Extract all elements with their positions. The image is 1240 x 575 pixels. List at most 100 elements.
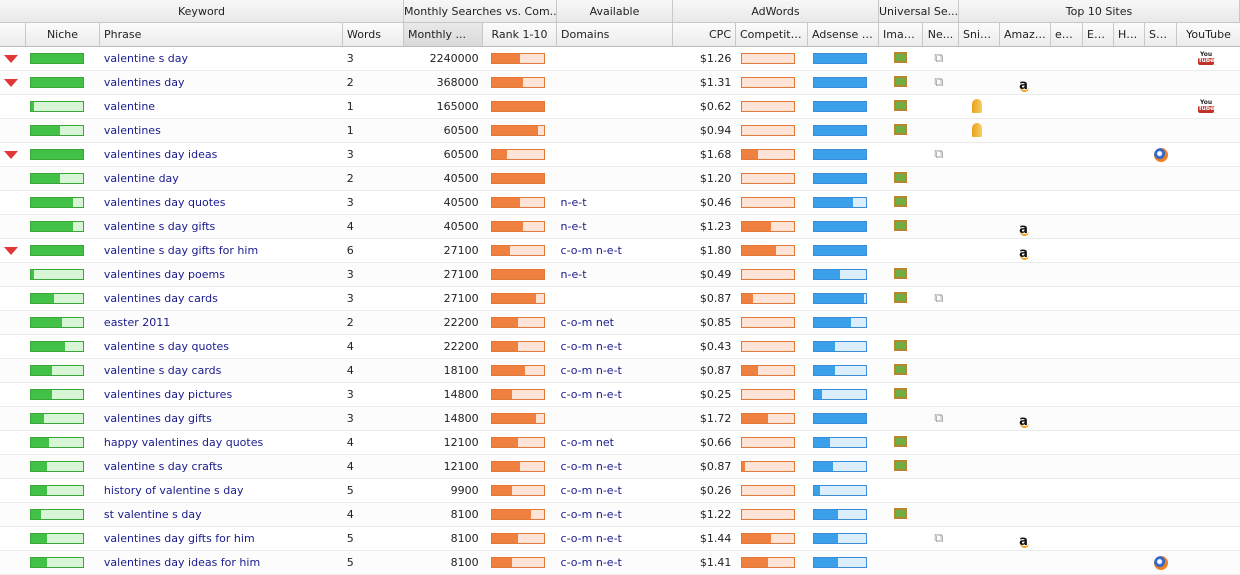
table-row[interactable]: valentines day quotes 3 40500 n-e-t $0.46 <box>0 191 1240 215</box>
phrase-cell[interactable]: valentines day poems <box>103 268 225 281</box>
table-row[interactable]: valentine s day gifts for him 6 27100 c-o-m… <box>0 239 1240 263</box>
image-icon[interactable] <box>894 172 908 183</box>
image-icon[interactable] <box>894 196 908 207</box>
group-adwords[interactable]: AdWords <box>673 0 879 23</box>
image-icon[interactable] <box>894 340 908 351</box>
amazon-icon[interactable]: a <box>1019 74 1029 94</box>
phrase-cell[interactable]: happy valentines day quotes <box>103 436 264 449</box>
table-row[interactable]: happy valentines day quotes 4 12100 c-o-m n… <box>0 431 1240 455</box>
paperclip-icon[interactable]: ⧉ <box>934 291 944 306</box>
group-monthly-searches[interactable]: Monthly Searches vs. Com... <box>404 0 557 23</box>
image-icon[interactable] <box>894 124 908 135</box>
table-row[interactable]: valentines day ideas 3 60500 $1.68 ⧉ <box>0 143 1240 167</box>
image-icon[interactable] <box>894 364 908 375</box>
phrase-cell[interactable]: st valentine s day <box>103 508 202 521</box>
table-row[interactable]: valentine s day gifts 4 40500 n-e-t $1.23 a <box>0 215 1240 239</box>
image-icon[interactable] <box>894 220 908 231</box>
phrase-cell[interactable]: valentine s day cards <box>103 364 222 377</box>
phrase-cell[interactable]: easter 2011 <box>103 316 171 329</box>
group-keyword[interactable]: Keyword <box>0 0 404 23</box>
table-row[interactable]: valentine 1 165000 $0.62 You Tube <box>0 95 1240 119</box>
col-monthly[interactable]: Monthly ... <box>404 23 483 47</box>
image-icon[interactable] <box>894 460 908 471</box>
phrase-cell[interactable]: valentine <box>103 100 156 113</box>
image-icon[interactable] <box>894 292 908 303</box>
sniper-icon[interactable] <box>972 99 983 113</box>
table-row[interactable]: st valentine s day 4 8100 c-o-m n-e-t $1.22 <box>0 503 1240 527</box>
col-news[interactable]: Ne... <box>923 23 959 47</box>
table-row[interactable]: valentine s day 3 2240000 $1.26 ⧉ You Tube <box>0 47 1240 71</box>
phrase-cell[interactable]: valentines day ideas <box>103 148 218 161</box>
table-row[interactable]: valentines day cards 3 27100 $0.87 ⧉ <box>0 287 1240 311</box>
phrase-cell[interactable]: valentines day ideas for him <box>103 556 261 569</box>
col-images[interactable]: Images <box>879 23 923 47</box>
amazon-icon[interactable]: a <box>1019 218 1029 238</box>
table-row[interactable]: valentine s day cards 4 18100 c-o-m n-e-t $0… <box>0 359 1240 383</box>
amazon-icon[interactable]: a <box>1019 242 1029 262</box>
phrase-cell[interactable]: valentine s day <box>103 52 189 65</box>
gem-icon[interactable] <box>4 55 18 63</box>
paperclip-icon[interactable]: ⧉ <box>934 147 944 162</box>
phrase-cell[interactable]: valentines day <box>103 76 185 89</box>
phrase-cell[interactable]: valentines day cards <box>103 292 218 305</box>
phrase-cell[interactable]: valentine day <box>103 172 179 185</box>
table-row[interactable]: valentines day poems 3 27100 n-e-t $0.49 <box>0 263 1240 287</box>
image-icon[interactable] <box>894 436 908 447</box>
group-top10-sites[interactable]: Top 10 Sites <box>959 0 1240 23</box>
col-ezine[interactable]: Ez... <box>1083 23 1114 47</box>
paperclip-icon[interactable]: ⧉ <box>934 411 944 426</box>
paperclip-icon[interactable]: ⧉ <box>934 531 944 546</box>
image-icon[interactable] <box>894 52 908 63</box>
col-ebay[interactable]: eB... <box>1051 23 1083 47</box>
image-icon[interactable] <box>894 100 908 111</box>
col-domains[interactable]: Domains <box>557 23 673 47</box>
col-niche[interactable]: Niche <box>26 23 100 47</box>
gem-icon[interactable] <box>4 247 18 255</box>
col-competition[interactable]: Competition <box>736 23 808 47</box>
table-row[interactable]: valentine s day crafts 4 12100 c-o-m n-e-t $… <box>0 455 1240 479</box>
col-phrase[interactable]: Phrase <box>100 23 343 47</box>
col-cpc[interactable]: CPC <box>673 23 736 47</box>
col-adsense[interactable]: Adsense Val <box>808 23 879 47</box>
table-row[interactable]: valentines 1 60500 $0.94 <box>0 119 1240 143</box>
phrase-cell[interactable]: valentine s day crafts <box>103 460 223 473</box>
sniper-icon[interactable] <box>972 123 983 137</box>
table-row[interactable]: valentines day gifts for him 5 8100 c-o-m n… <box>0 527 1240 551</box>
col-flag[interactable] <box>0 23 26 47</box>
squidoo-icon[interactable] <box>1154 148 1169 162</box>
col-youtube[interactable]: YouTube <box>1177 23 1240 47</box>
amazon-icon[interactable]: a <box>1019 530 1029 550</box>
gem-icon[interactable] <box>4 151 18 159</box>
squidoo-icon[interactable] <box>1154 556 1169 570</box>
gem-icon[interactable] <box>4 79 18 87</box>
paperclip-icon[interactable]: ⧉ <box>934 51 944 66</box>
group-available[interactable]: Available <box>557 0 673 23</box>
table-row[interactable]: history of valentine s day 5 9900 c-o-m n-e… <box>0 479 1240 503</box>
phrase-cell[interactable]: valentines <box>103 124 161 137</box>
phrase-cell[interactable]: valentines day gifts <box>103 412 212 425</box>
image-icon[interactable] <box>894 388 908 399</box>
amazon-icon[interactable]: a <box>1019 410 1029 430</box>
table-row[interactable]: valentines day 2 368000 $1.31 ⧉ a <box>0 71 1240 95</box>
table-row[interactable]: valentines day pictures 3 14800 c-o-m n-e-t… <box>0 383 1240 407</box>
col-squidoo[interactable]: Sq... <box>1145 23 1177 47</box>
col-amazon[interactable]: Amazon <box>1000 23 1051 47</box>
phrase-cell[interactable]: valentine s day quotes <box>103 340 230 353</box>
phrase-cell[interactable]: valentine s day gifts for him <box>103 244 259 257</box>
youtube-icon[interactable]: You Tube <box>1198 99 1215 113</box>
phrase-cell[interactable]: valentines day pictures <box>103 388 233 401</box>
table-row[interactable]: valentine s day quotes 4 22200 c-o-m n-e-t $… <box>0 335 1240 359</box>
image-icon[interactable] <box>894 76 908 87</box>
image-icon[interactable] <box>894 268 908 279</box>
youtube-icon[interactable]: You Tube <box>1198 51 1215 65</box>
image-icon[interactable] <box>894 508 908 519</box>
col-rank[interactable]: Rank 1-10 <box>483 23 557 47</box>
col-words[interactable]: Words <box>343 23 404 47</box>
col-sniper[interactable]: Sniper <box>959 23 1000 47</box>
phrase-cell[interactable]: valentines day quotes <box>103 196 226 209</box>
table-row[interactable]: valentines day ideas for him 5 8100 c-o-m n… <box>0 551 1240 575</box>
table-row[interactable]: easter 2011 2 22200 c-o-m net $0.85 <box>0 311 1240 335</box>
table-row[interactable]: valentine day 2 40500 $1.20 <box>0 167 1240 191</box>
paperclip-icon[interactable]: ⧉ <box>934 75 944 90</box>
phrase-cell[interactable]: history of valentine s day <box>103 484 244 497</box>
